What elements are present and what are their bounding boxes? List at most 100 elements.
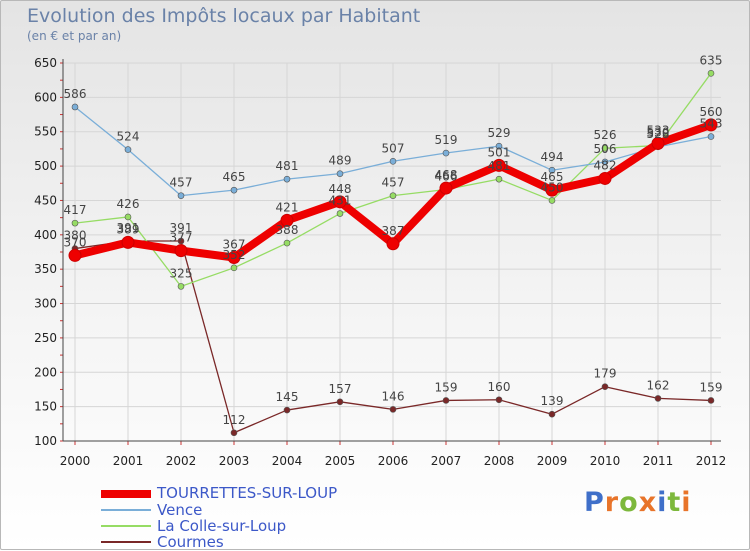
data-label-la-colle-sur-loup: 530: [647, 125, 670, 139]
data-label-courmes: 146: [382, 389, 405, 403]
data-point-la-colle-sur-loup: [601, 144, 609, 152]
data-label-la-colle-sur-loup: 352: [223, 248, 246, 262]
data-label-vence: 494: [541, 150, 564, 164]
data-point-vence: [336, 170, 344, 177]
x-tick-label: 2003: [219, 454, 250, 468]
data-point-vence: [177, 192, 185, 199]
legend-label-la-colle: La Colle-sur-Loup: [157, 517, 287, 535]
data-point-tourrettes-sur-loup: [704, 118, 718, 132]
data-label-tourrettes-sur-loup: 448: [329, 182, 352, 196]
data-point-vence: [283, 175, 291, 183]
data-point-tourrettes-sur-loup: [386, 237, 400, 251]
data-point-vence: [230, 186, 238, 194]
data-point-la-colle-sur-loup: [548, 197, 556, 204]
data-label-courmes: 391: [117, 221, 140, 235]
data-point-vence: [389, 157, 397, 165]
data-point-vence: [124, 146, 132, 153]
data-label-la-colle-sur-loup: 388: [276, 223, 299, 237]
data-point-courmes: [389, 406, 397, 413]
y-tick-label: 300: [34, 297, 57, 311]
data-point-vence: [548, 166, 556, 174]
x-tick-label: 2012: [696, 454, 727, 468]
y-tick-label: 600: [34, 90, 57, 104]
data-label-vence: 506: [594, 142, 617, 156]
data-label-courmes: 145: [276, 390, 299, 404]
data-label-la-colle-sur-loup: 457: [382, 176, 405, 190]
data-label-vence: 489: [329, 154, 352, 168]
data-label-vence: 524: [117, 130, 140, 144]
data-point-courmes: [336, 398, 344, 406]
data-point-tourrettes-sur-loup: [651, 136, 665, 150]
data-label-courmes: 162: [647, 378, 670, 392]
y-tick-label: 100: [34, 434, 57, 448]
y-tick-label: 650: [34, 56, 57, 70]
data-point-vence: [71, 103, 79, 111]
data-point-vence: [495, 142, 503, 150]
data-point-courmes: [707, 397, 715, 404]
data-point-courmes: [283, 406, 291, 414]
grid-lines: [63, 62, 721, 442]
data-point-la-colle-sur-loup: [71, 219, 79, 227]
logo-letter: o: [619, 487, 639, 518]
data-point-tourrettes-sur-loup: [598, 171, 612, 185]
x-tick-label: 2008: [484, 454, 515, 468]
logo-letter: x: [638, 487, 658, 518]
data-point-la-colle-sur-loup: [177, 283, 185, 290]
x-tick-label: 2001: [113, 454, 144, 468]
legend-swatch-tourrettes: [101, 490, 151, 498]
data-label-tourrettes-sur-loup: 465: [541, 170, 564, 184]
data-point-tourrettes-sur-loup: [280, 213, 294, 227]
data-label-tourrettes-sur-loup: 387: [382, 224, 405, 238]
y-tick-label: 500: [34, 159, 57, 173]
proxiti-logo: Proxiti: [584, 487, 692, 518]
legend-label-vence: Vence: [157, 501, 203, 519]
legend-label-courmes: Courmes: [157, 533, 224, 551]
axes: 100 150 200 250 300 350 400 450 500 550 600 650 2000…: [34, 56, 726, 468]
data-point-courmes: [230, 429, 238, 437]
y-tick-label: 150: [34, 400, 57, 414]
legend-swatch-vence: [101, 509, 151, 511]
data-label-courmes: 159: [700, 380, 723, 394]
data-label-courmes: 391: [170, 221, 193, 235]
series-lines: [68, 70, 718, 437]
x-tick-label: 2010: [590, 454, 621, 468]
data-label-tourrettes-sur-loup: 377: [170, 231, 193, 245]
logo-letter: P: [584, 487, 605, 518]
y-tick-label: 550: [34, 125, 57, 139]
data-label-la-colle-sur-loup: 426: [117, 197, 140, 211]
x-tick-label: 2002: [166, 454, 197, 468]
x-tick-label: 2000: [60, 454, 91, 468]
data-label-vence: 481: [276, 159, 299, 173]
data-point-courmes: [654, 395, 662, 402]
legend-swatch-courmes: [101, 541, 151, 543]
legend-label-tourrettes: TOURRETTES-SUR-LOUP: [157, 484, 338, 502]
data-labels: 380 391 391 112 145 157 146 159 160 139 179 162 159 4…: [64, 53, 723, 426]
data-label-courmes: 112: [223, 413, 246, 427]
data-point-courmes: [495, 396, 503, 404]
data-point-vence: [601, 158, 609, 166]
data-label-vence: 519: [435, 133, 458, 147]
data-label-la-colle-sur-loup: 450: [541, 180, 564, 194]
data-label-la-colle-sur-loup: 431: [329, 194, 352, 208]
data-label-tourrettes-sur-loup: 367: [223, 237, 246, 251]
chart-subtitle: (en € et par an): [27, 29, 122, 43]
data-point-la-colle-sur-loup: [230, 264, 238, 272]
data-label-la-colle-sur-loup: 635: [700, 53, 723, 67]
data-label-vence: 543: [700, 117, 723, 131]
data-point-courmes: [442, 397, 450, 404]
data-point-tourrettes-sur-loup: [121, 235, 135, 249]
data-label-la-colle-sur-loup: 325: [170, 266, 193, 280]
data-label-la-colle-sur-loup: 526: [594, 128, 617, 142]
data-point-tourrettes-sur-loup: [333, 195, 347, 209]
y-tick-label: 400: [34, 228, 57, 242]
y-tick-label: 350: [34, 262, 57, 276]
y-tick-label: 250: [34, 331, 57, 345]
data-label-courmes: 159: [435, 380, 458, 394]
data-label-tourrettes-sur-loup: 501: [488, 145, 511, 159]
data-label-courmes: 157: [329, 382, 352, 396]
data-point-tourrettes-sur-loup: [545, 183, 559, 197]
data-point-tourrettes-sur-loup: [492, 158, 506, 172]
data-point-la-colle-sur-loup: [124, 213, 132, 221]
